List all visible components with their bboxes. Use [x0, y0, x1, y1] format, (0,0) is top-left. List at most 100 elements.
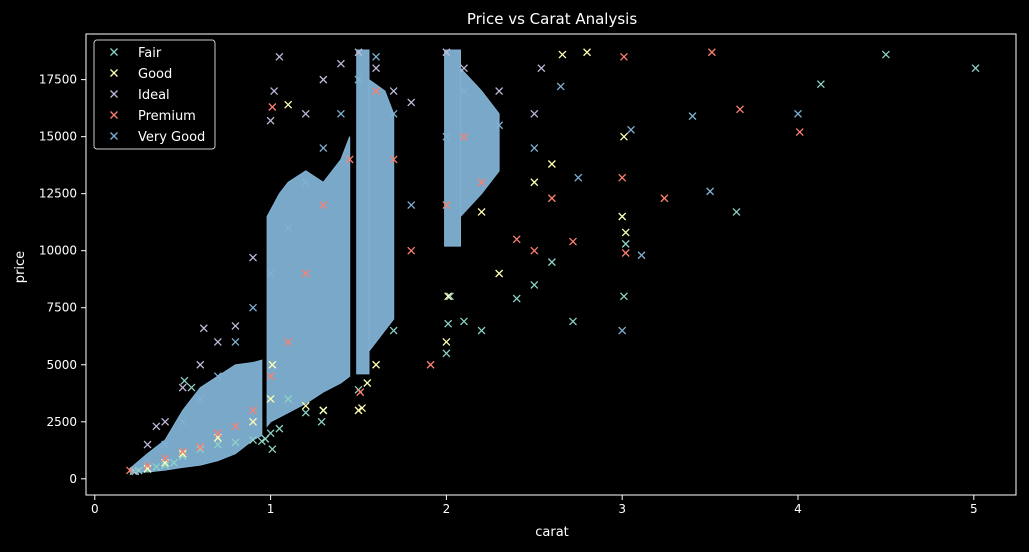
dense-band-5 [460, 66, 500, 218]
point-fair-20 [317, 417, 326, 426]
point-good-17 [477, 207, 486, 216]
point-fair-8 [187, 383, 196, 392]
point-premium-10 [284, 337, 293, 346]
point-ideal-24 [537, 64, 546, 73]
point-premium-23 [530, 246, 539, 255]
point-fair-9 [196, 445, 205, 454]
point-premium-19 [442, 201, 451, 210]
point-fair-13 [257, 437, 266, 446]
point-good-18 [495, 269, 504, 278]
y-axis-label: price [13, 251, 28, 283]
point-premium-32 [795, 128, 804, 137]
point-very-good-14 [372, 52, 381, 61]
dense-point-bands [129, 49, 500, 473]
chart-title: Price vs Carat Analysis [467, 10, 637, 28]
point-good-5 [249, 417, 257, 426]
point-good-15 [442, 337, 451, 346]
point-ideal-1 [143, 440, 152, 449]
dense-band-3 [368, 78, 395, 353]
point-premium-9 [268, 103, 277, 111]
point-ideal-6 [199, 324, 208, 333]
x-tick-label: 1 [267, 502, 275, 516]
point-fair-31 [547, 258, 556, 267]
plot-frame [85, 33, 1017, 496]
point-fair-24 [442, 349, 451, 358]
legend-label-very-good: Very Good [138, 130, 205, 145]
point-ideal-17 [372, 64, 381, 73]
point-good-25 [621, 228, 630, 237]
point-fair-28 [477, 326, 486, 335]
x-tick-label: 4 [794, 502, 802, 516]
point-fair-25 [444, 319, 453, 328]
point-good-1 [143, 464, 152, 473]
point-very-good-21 [556, 82, 565, 91]
point-premium-30 [707, 48, 716, 57]
legend-label-good: Good [138, 67, 172, 82]
point-fair-3 [152, 462, 161, 471]
point-ideal-4 [178, 383, 187, 392]
point-fair-12 [249, 436, 257, 444]
point-very-good-24 [627, 125, 635, 134]
point-premium-13 [345, 155, 354, 164]
x-tick-label: 3 [618, 502, 626, 516]
scatter-points [125, 48, 980, 476]
point-fair-15 [266, 429, 275, 438]
point-ideal-7 [213, 337, 222, 346]
point-ideal-10 [266, 116, 275, 125]
point-ideal-5 [196, 360, 205, 369]
point-premium-2 [161, 454, 170, 463]
point-very-good-26 [688, 112, 697, 121]
point-good-9 [301, 401, 310, 410]
point-good-3 [178, 449, 187, 458]
point-fair-37 [881, 50, 890, 59]
point-very-good-20 [530, 144, 539, 153]
axes: 0 1 2 3 4 5 0 2500 5000 7500 10000 12500 15000 17500 [39, 33, 1017, 516]
legend-box [93, 39, 216, 150]
legend-marker-fair [110, 48, 118, 56]
point-very-good-19 [495, 121, 504, 130]
point-premium-7 [249, 406, 257, 415]
point-ideal-21 [460, 64, 468, 73]
legend: Fair Good Ideal Premium Very Good [93, 39, 216, 150]
point-fair-7 [180, 376, 189, 385]
point-fair-19 [301, 408, 310, 417]
point-ideal-11 [270, 87, 279, 95]
point-premium-8 [266, 372, 275, 381]
point-very-good-16 [407, 201, 416, 210]
point-fair-4 [161, 461, 170, 470]
point-very-good-28 [794, 109, 802, 118]
point-ideal-8 [231, 322, 240, 330]
x-tick-label: 2 [443, 502, 451, 516]
legend-label-premium: Premium [138, 109, 196, 124]
point-premium-18 [426, 360, 435, 369]
point-fair-23 [389, 326, 398, 335]
point-premium-21 [477, 178, 486, 187]
point-ideal-2 [152, 422, 161, 431]
point-very-good-12 [336, 109, 345, 118]
point-premium-3 [178, 447, 187, 456]
point-good-6 [266, 395, 275, 403]
point-very-good-10 [301, 178, 310, 187]
point-fair-32 [569, 317, 577, 326]
point-ideal-9 [249, 253, 257, 262]
point-ideal-12 [275, 52, 284, 61]
x-tick-label: 5 [970, 502, 978, 516]
point-premium-25 [569, 237, 577, 246]
point-ideal-13 [301, 109, 310, 118]
point-premium-5 [213, 429, 222, 438]
point-fair-29 [512, 294, 521, 303]
point-premium-12 [319, 201, 328, 210]
point-very-good-3 [178, 417, 187, 426]
point-premium-29 [660, 194, 669, 203]
point-premium-24 [547, 194, 556, 203]
point-premium-28 [621, 249, 630, 257]
point-good-16 [444, 292, 453, 301]
y-tick-label: 15000 [39, 130, 77, 144]
point-fair-27 [460, 317, 468, 326]
y-tick-label: 7500 [46, 301, 77, 315]
point-premium-16 [389, 155, 398, 164]
x-tick-label: 0 [91, 502, 99, 516]
y-tick-label: 10000 [39, 244, 77, 258]
y-tick-label: 17500 [39, 73, 77, 87]
